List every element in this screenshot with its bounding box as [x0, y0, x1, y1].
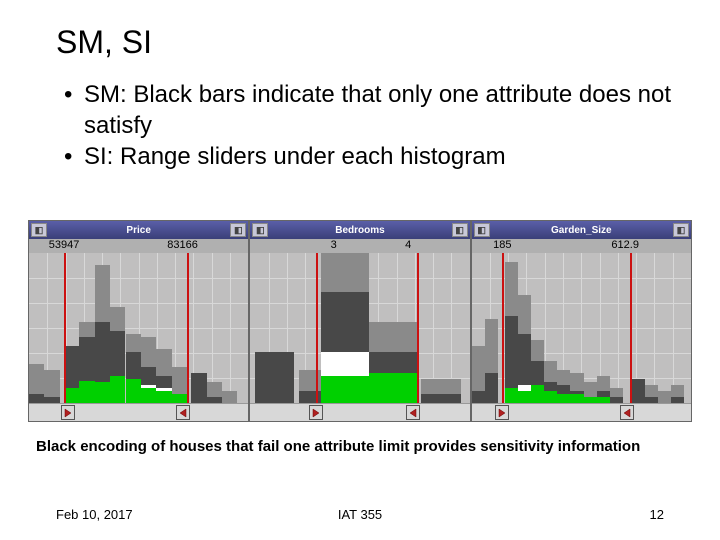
panel-header: ◧Garden_Size◧ — [472, 221, 691, 239]
histogram-bar-segment — [421, 394, 460, 403]
histogram-bar-segment — [156, 391, 171, 403]
bullet-list: •SM: Black bars indicate that only one a… — [64, 79, 672, 173]
histogram-bar-segment — [658, 391, 671, 403]
range-slider[interactable] — [250, 403, 469, 421]
axis-tick-label: 185 — [493, 239, 511, 251]
axis-labels: 185 612.9 — [472, 239, 691, 253]
histogram-bar-segment — [255, 352, 294, 403]
histogram-bar-segment — [632, 379, 645, 403]
histogram-panel: ◧Bedrooms◧34 — [249, 220, 470, 422]
footer-date: Feb 10, 2017 — [56, 507, 133, 522]
bullet-2: SI: Range sliders under each histogram — [84, 141, 506, 172]
slide-title: SM, SI — [56, 24, 672, 61]
histogram-bar-segment — [141, 388, 156, 403]
panel-title: Bedrooms — [270, 225, 449, 236]
histogram-bar-segment — [321, 376, 369, 403]
histogram-bar-segment — [472, 391, 485, 403]
panel-icon[interactable]: ◧ — [230, 223, 246, 237]
footer-page: 12 — [650, 507, 664, 522]
histogram-bar-segment — [95, 382, 110, 403]
axis-labels: 34 — [250, 239, 469, 253]
bullet-1: SM: Black bars indicate that only one at… — [84, 79, 672, 141]
histogram-bar-segment — [222, 391, 237, 403]
range-limit-line — [187, 253, 189, 403]
panel-icon[interactable]: ◧ — [452, 223, 468, 237]
axis-tick-label: 83166 — [167, 239, 198, 251]
histogram-panel: ◧Garden_Size◧185612.9 — [471, 220, 692, 422]
histogram-bar-segment — [79, 381, 94, 404]
histogram-bar-segment — [518, 391, 531, 403]
slider-handle[interactable] — [309, 405, 323, 420]
axis-tick-label: 612.9 — [611, 239, 639, 251]
panel-title: Garden_Size — [492, 225, 671, 236]
slider-handle[interactable] — [176, 405, 190, 420]
histogram-bar-segment — [505, 388, 518, 403]
range-limit-line — [316, 253, 318, 403]
histogram-bar-segment — [570, 394, 583, 403]
panel-icon[interactable]: ◧ — [474, 223, 490, 237]
panel-icon[interactable]: ◧ — [673, 223, 689, 237]
range-limit-line — [417, 253, 419, 403]
histogram-bar-segment — [172, 394, 187, 403]
slider-handle[interactable] — [61, 405, 75, 420]
caption-text: Black encoding of houses that fail one a… — [36, 438, 660, 457]
slider-handle[interactable] — [620, 405, 634, 420]
range-limit-line — [64, 253, 66, 403]
histogram-chart — [472, 253, 691, 403]
slider-handle[interactable] — [406, 405, 420, 420]
histogram-bar-segment — [29, 394, 44, 403]
range-slider[interactable] — [29, 403, 248, 421]
histogram-bar-segment — [126, 379, 141, 403]
histogram-panel: ◧Price◧5394783166 — [28, 220, 249, 422]
histogram-bar-segment — [64, 388, 79, 403]
histogram-bar-segment — [110, 376, 125, 403]
panel-icon[interactable]: ◧ — [252, 223, 268, 237]
histogram-panels: ◧Price◧5394783166◧Bedrooms◧34◧Garden_Siz… — [28, 220, 692, 422]
range-limit-line — [630, 253, 632, 403]
axis-tick-label: 3 — [331, 239, 337, 251]
range-slider[interactable] — [472, 403, 691, 421]
slide-footer: Feb 10, 2017 IAT 355 12 — [0, 507, 720, 522]
axis-tick-label: 53947 — [49, 239, 80, 251]
histogram-bar-segment — [191, 373, 206, 403]
axis-tick-label: 4 — [405, 239, 411, 251]
histogram-bar-segment — [557, 394, 570, 403]
histogram-bar-segment — [531, 385, 544, 403]
histogram-chart — [250, 253, 469, 403]
panel-header: ◧Price◧ — [29, 221, 248, 239]
slider-handle[interactable] — [495, 405, 509, 420]
panel-icon[interactable]: ◧ — [31, 223, 47, 237]
histogram-bar-segment — [369, 373, 417, 403]
panel-title: Price — [49, 225, 228, 236]
histogram-bar-segment — [544, 391, 557, 403]
range-limit-line — [502, 253, 504, 403]
histogram-bar-segment — [485, 373, 498, 403]
panel-header: ◧Bedrooms◧ — [250, 221, 469, 239]
histogram-chart — [29, 253, 248, 403]
axis-labels: 53947 83166 — [29, 239, 248, 253]
